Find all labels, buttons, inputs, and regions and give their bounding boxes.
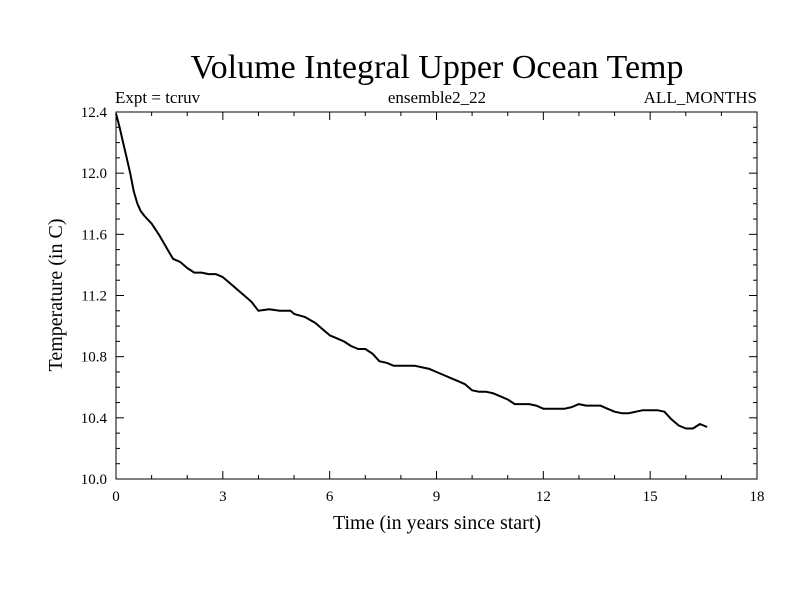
y-tick-label: 11.2 (81, 289, 107, 305)
x-axis-label: Time (in years since start) (333, 512, 541, 534)
x-tick-label: 15 (643, 489, 658, 505)
y-tick-label: 10.0 (81, 472, 107, 488)
y-tick-label: 10.4 (81, 411, 108, 427)
experiment-label: Expt = tcruv (115, 88, 201, 107)
y-tick-label: 12.4 (81, 105, 108, 121)
x-tick-label: 0 (112, 489, 120, 505)
y-tick-label: 12.0 (81, 166, 107, 182)
temperature-series-line (115, 113, 708, 430)
y-tick-label: 10.8 (81, 350, 107, 366)
x-tick-label: 9 (433, 489, 441, 505)
chart-title: Volume Integral Upper Ocean Temp (191, 49, 684, 86)
months-label: ALL_MONTHS (644, 88, 757, 107)
x-axis-ticks (115, 112, 758, 479)
ensemble-label: ensemble2_22 (388, 88, 486, 107)
y-axis-label: Temperature (in C) (45, 219, 67, 372)
y-axis-tick-labels: 10.0 10.4 10.8 11.2 11.6 12.0 12.4 (81, 105, 108, 488)
x-axis-tick-labels: 0 3 6 9 12 15 18 (112, 489, 764, 505)
plot-frame (115, 111, 758, 480)
x-tick-label: 12 (536, 489, 551, 505)
y-axis-ticks (116, 111, 757, 480)
x-tick-label: 18 (750, 489, 765, 505)
y-tick-label: 11.6 (81, 227, 107, 243)
x-tick-label: 6 (326, 489, 334, 505)
x-tick-label: 3 (219, 489, 227, 505)
